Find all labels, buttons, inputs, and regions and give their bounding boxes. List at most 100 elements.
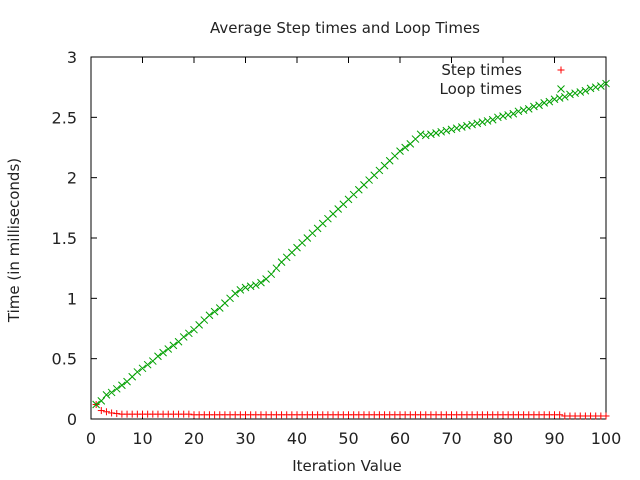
x-axis-label: Iteration Value (292, 457, 402, 475)
loop-times-point (499, 112, 507, 120)
loop-times-point (112, 384, 121, 393)
loop-times-point (272, 264, 281, 273)
loop-times-point (488, 115, 497, 124)
loop-times-point (133, 368, 142, 376)
step-times-point (113, 410, 121, 418)
legend-marker-step-times (557, 66, 565, 74)
loop-times-point (169, 341, 178, 350)
x-tick-label: 10 (132, 429, 152, 448)
loop-times-point (231, 289, 240, 298)
loop-times-point (92, 400, 101, 409)
loop-times-point (550, 95, 559, 104)
loop-times-point (118, 381, 126, 390)
loop-times-point (478, 118, 487, 127)
loop-times-point (504, 111, 513, 119)
loop-times-point (483, 117, 492, 125)
loop-times-point (154, 352, 162, 361)
plot-frame (90, 56, 607, 420)
y-tick-label: 0.5 (52, 350, 77, 369)
legend: Step times Loop times (440, 61, 565, 98)
loop-times-point (540, 98, 549, 107)
loop-times-point (535, 101, 543, 110)
axis-ticks: 0 10 20 30 40 50 60 70 80 90 100 0 0.5 1 1.5 2 2.5 3 (52, 48, 622, 448)
loop-times-point (246, 282, 255, 291)
loop-times-point (267, 270, 276, 279)
loop-times-point (138, 364, 147, 373)
x-tick-label: 30 (235, 429, 255, 448)
loop-times-point (210, 307, 219, 316)
loop-times-point (427, 130, 435, 139)
loop-times-point (442, 126, 451, 135)
loop-times-point (179, 333, 188, 341)
loop-times-point (576, 88, 585, 96)
loop-times-point (107, 388, 116, 397)
loop-times-point (401, 143, 410, 152)
loop-times-point (571, 89, 579, 98)
legend-label-step-times: Step times (441, 61, 522, 79)
x-tick-label: 60 (390, 429, 410, 448)
step-times-point (97, 407, 105, 415)
y-tick-label: 3 (67, 48, 77, 67)
loop-times-point (143, 360, 152, 369)
step-times-point (108, 409, 116, 417)
loop-times-point (555, 94, 564, 102)
loop-times-point (257, 278, 265, 287)
y-tick-label: 0 (67, 410, 77, 429)
loop-times-point (493, 113, 502, 122)
legend-label-loop-times: Loop times (440, 80, 523, 98)
loop-times-point (519, 106, 528, 114)
loop-times-point (468, 120, 476, 129)
x-tick-label: 100 (591, 429, 622, 448)
y-tick-label: 2.5 (52, 108, 77, 127)
loop-times-point (447, 125, 456, 134)
legend-marker-loop-times (557, 85, 565, 93)
loop-times-point (586, 84, 595, 93)
loop-times-point (463, 121, 471, 130)
loop-times-point (251, 281, 260, 289)
loop-times-point (396, 147, 404, 155)
loop-times-point (437, 127, 446, 136)
data-marks (92, 79, 610, 420)
y-tick-label: 1.5 (52, 229, 77, 248)
loop-times-point (473, 119, 482, 128)
x-tick-label: 90 (544, 429, 564, 448)
step-times-point (185, 410, 193, 418)
loop-times-point (102, 391, 111, 399)
loop-times-point (416, 130, 425, 139)
x-tick-label: 0 (86, 429, 96, 448)
loop-times-point (509, 109, 518, 118)
y-tick-label: 1 (67, 289, 77, 308)
step-times-point (102, 408, 110, 416)
loop-times-point (566, 90, 574, 99)
loop-times-point (184, 329, 193, 338)
step-times-point (556, 411, 564, 419)
loop-times-point (164, 345, 173, 353)
loop-times-point (97, 397, 106, 405)
loop-times-point (581, 86, 590, 95)
loop-times-point (514, 107, 523, 116)
loop-times-point (432, 129, 440, 137)
loop-times-point (457, 123, 466, 131)
x-tick-label: 80 (493, 429, 513, 448)
loop-times-point (596, 82, 605, 90)
y-tick-label: 2 (67, 169, 77, 188)
x-tick-label: 40 (287, 429, 307, 448)
x-tick-label: 50 (338, 429, 358, 448)
loop-times-point (560, 92, 569, 101)
loop-times-point (452, 124, 461, 133)
loop-times-point (421, 131, 430, 140)
loop-times-point (591, 83, 600, 92)
loop-times-point (205, 311, 214, 320)
loop-times-point (530, 102, 538, 111)
loop-times-point (524, 105, 533, 113)
y-axis-label: Time (in milliseconds) (5, 158, 23, 323)
loop-times-point (241, 283, 250, 292)
x-tick-label: 70 (441, 429, 461, 448)
loop-times-point (545, 97, 554, 106)
loop-times-point (602, 79, 610, 88)
step-times-point (602, 412, 610, 420)
chart-title: Average Step times and Loop Times (210, 19, 480, 37)
loop-times-point (236, 286, 245, 294)
loop-times-point (159, 348, 167, 357)
x-tick-label: 20 (184, 429, 204, 448)
